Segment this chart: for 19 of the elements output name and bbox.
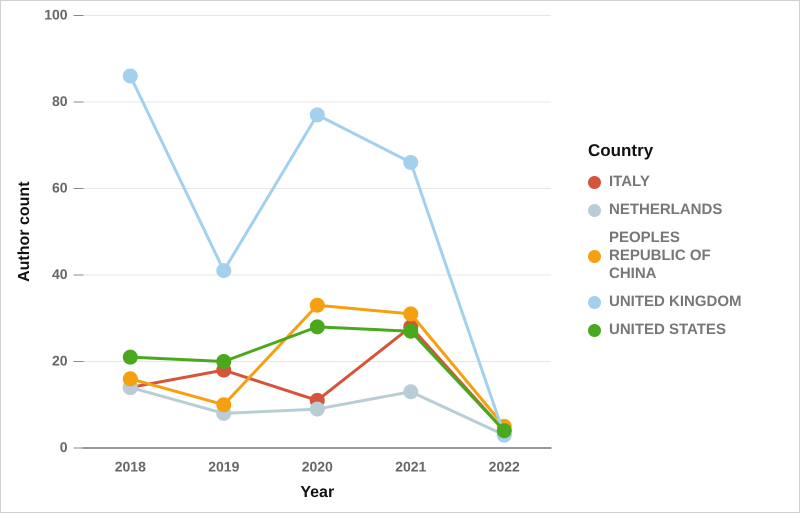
x-tick-label: 2022: [488, 458, 520, 474]
x-tick-label: 2021: [395, 458, 427, 474]
y-tick-label: 80: [52, 92, 68, 109]
legend-label: NETHERLANDS: [609, 201, 724, 219]
y-tick-label: 60: [52, 179, 68, 196]
y-tick-label: 40: [52, 266, 68, 282]
y-axis-title: Author count: [16, 180, 34, 282]
legend-label: UNITED STATES: [609, 321, 727, 339]
legend-label: PEOPLES REPUBLIC OF CHINA: [609, 229, 712, 283]
x-tick-label: 2018: [114, 458, 146, 474]
y-tick-label: 0: [60, 438, 68, 455]
legend-title: Country: [588, 141, 654, 161]
legend-label: UNITED KINGDOM: [609, 293, 742, 311]
x-axis-title: Year: [300, 484, 334, 501]
legend-label: ITALY: [609, 173, 651, 191]
y-tick-label: 100: [44, 6, 68, 22]
x-tick-label: 2019: [208, 458, 240, 474]
x-tick-label: 2020: [302, 458, 334, 474]
y-tick-label: 20: [52, 352, 68, 368]
